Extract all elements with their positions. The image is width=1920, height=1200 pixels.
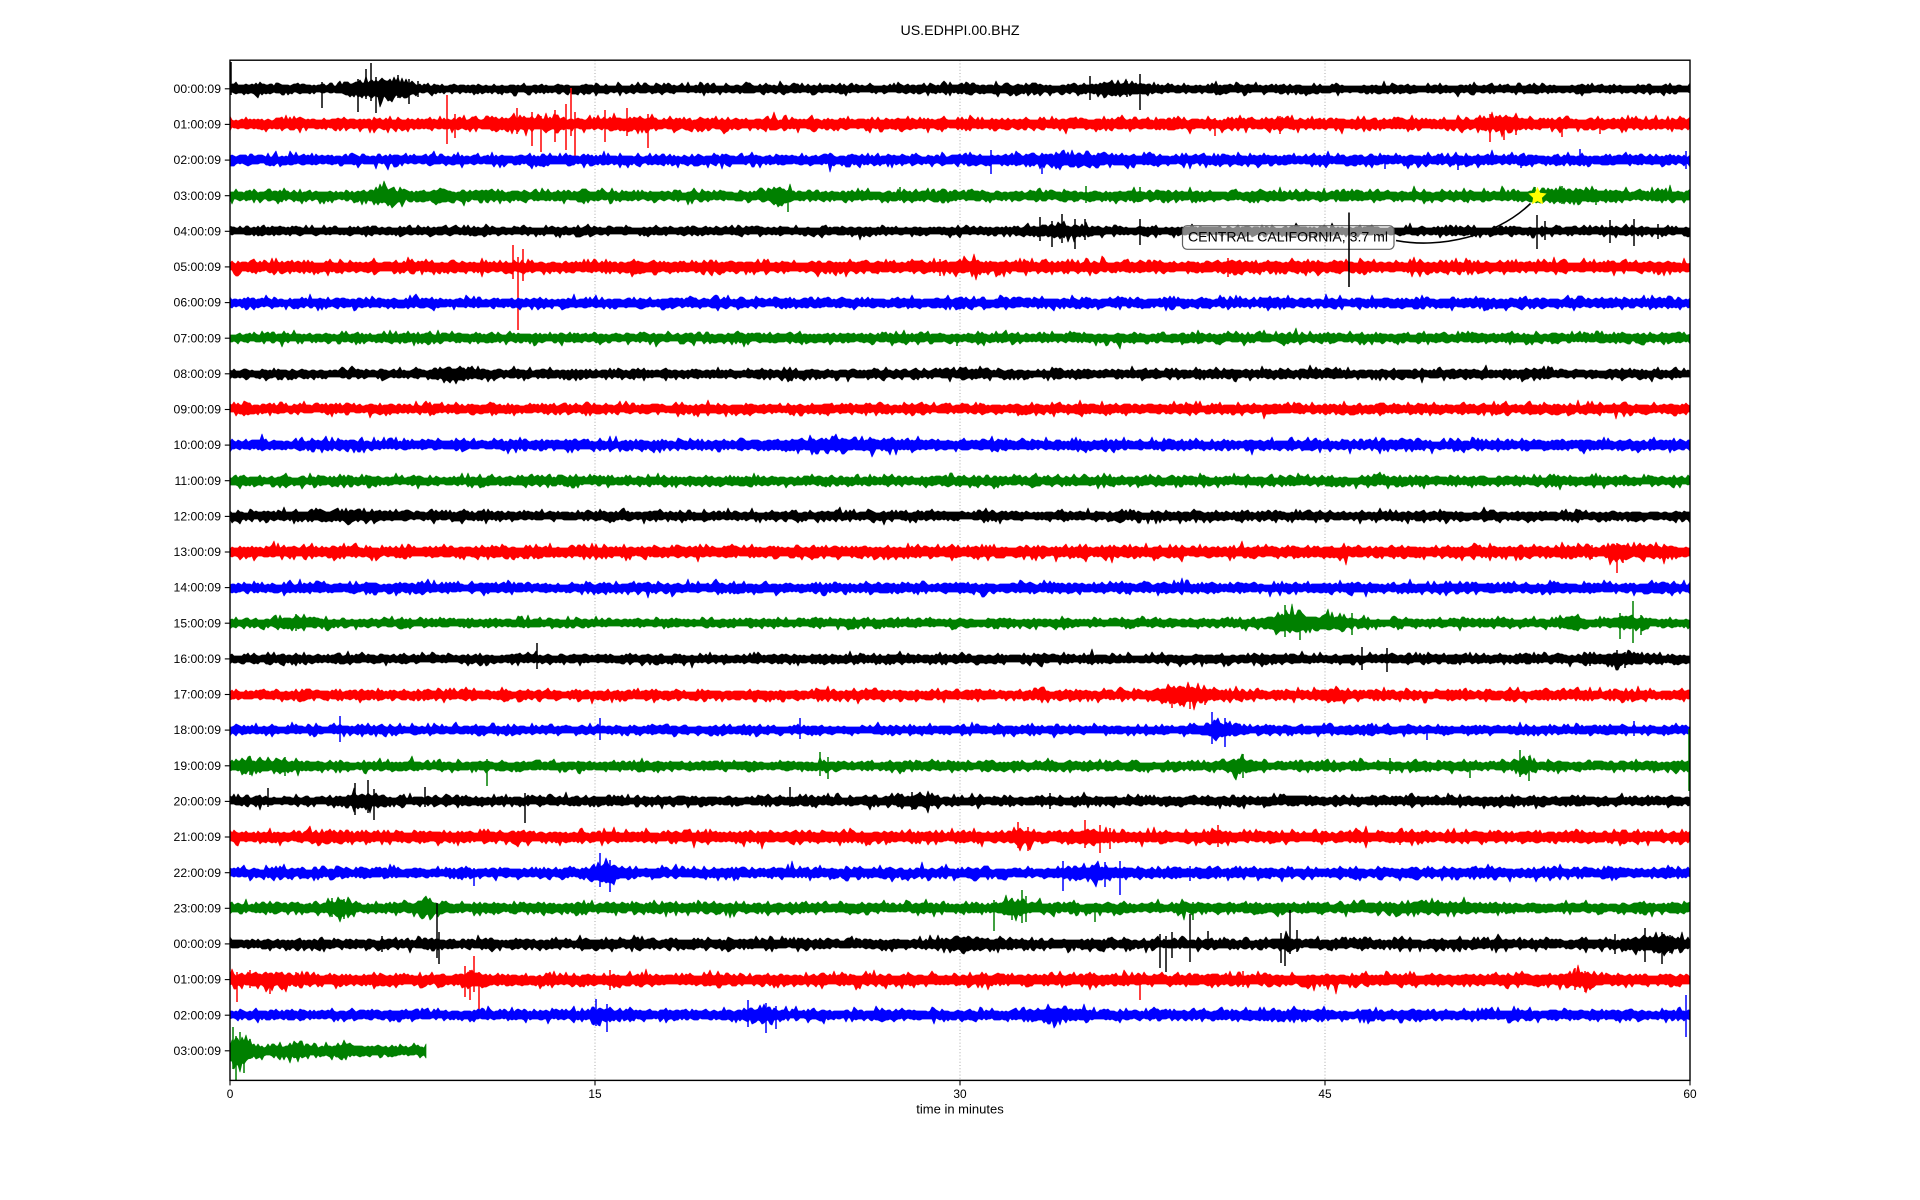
svg-text:12:00:09: 12:00:09 xyxy=(174,510,222,524)
svg-text:02:00:09: 02:00:09 xyxy=(174,153,222,167)
svg-text:03:00:09: 03:00:09 xyxy=(174,189,222,203)
svg-text:0: 0 xyxy=(227,1087,234,1101)
svg-text:30: 30 xyxy=(953,1087,967,1101)
svg-text:00:00:09: 00:00:09 xyxy=(174,937,222,951)
svg-text:01:00:09: 01:00:09 xyxy=(174,973,222,987)
svg-text:11:00:09: 11:00:09 xyxy=(174,474,221,488)
svg-text:04:00:09: 04:00:09 xyxy=(174,224,222,238)
svg-text:time in minutes: time in minutes xyxy=(916,1102,1004,1117)
svg-text:13:00:09: 13:00:09 xyxy=(174,545,222,559)
svg-text:CENTRAL CALIFORNIA, 3.7 ml: CENTRAL CALIFORNIA, 3.7 ml xyxy=(1188,230,1388,245)
svg-text:05:00:09: 05:00:09 xyxy=(174,260,222,274)
svg-text:15:00:09: 15:00:09 xyxy=(174,616,222,630)
svg-text:15: 15 xyxy=(588,1087,602,1101)
svg-text:08:00:09: 08:00:09 xyxy=(174,367,222,381)
svg-text:19:00:09: 19:00:09 xyxy=(174,759,222,773)
svg-text:60: 60 xyxy=(1683,1087,1697,1101)
svg-text:21:00:09: 21:00:09 xyxy=(174,830,222,844)
svg-text:14:00:09: 14:00:09 xyxy=(174,581,222,595)
svg-text:22:00:09: 22:00:09 xyxy=(174,866,222,880)
svg-text:US.EDHPI.00.BHZ: US.EDHPI.00.BHZ xyxy=(900,23,1019,39)
svg-text:20:00:09: 20:00:09 xyxy=(174,795,222,809)
svg-text:07:00:09: 07:00:09 xyxy=(174,331,222,345)
svg-text:03:00:09: 03:00:09 xyxy=(174,1044,222,1058)
svg-text:45: 45 xyxy=(1318,1087,1332,1101)
svg-text:18:00:09: 18:00:09 xyxy=(174,723,222,737)
svg-text:09:00:09: 09:00:09 xyxy=(174,403,222,417)
svg-text:16:00:09: 16:00:09 xyxy=(174,652,222,666)
svg-text:00:00:09: 00:00:09 xyxy=(174,82,222,96)
svg-text:10:00:09: 10:00:09 xyxy=(174,438,222,452)
svg-text:17:00:09: 17:00:09 xyxy=(174,688,222,702)
svg-text:01:00:09: 01:00:09 xyxy=(174,118,222,132)
svg-text:06:00:09: 06:00:09 xyxy=(174,296,222,310)
svg-text:02:00:09: 02:00:09 xyxy=(174,1008,222,1022)
svg-text:23:00:09: 23:00:09 xyxy=(174,901,222,915)
